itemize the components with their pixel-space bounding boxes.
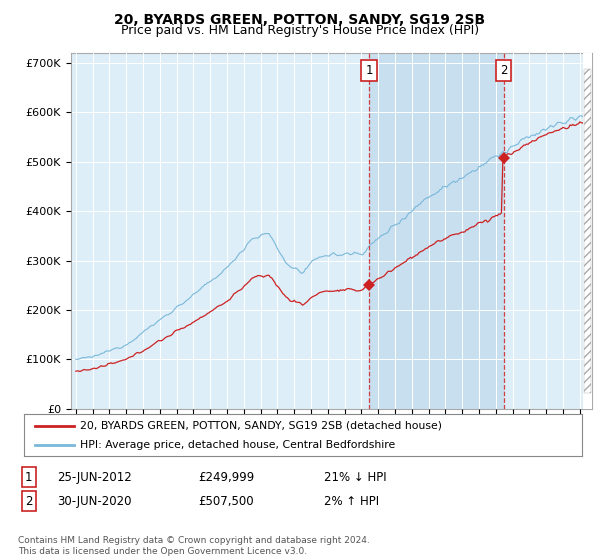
Text: 2: 2 <box>25 494 32 508</box>
Text: 30-JUN-2020: 30-JUN-2020 <box>57 494 131 508</box>
Text: 2% ↑ HPI: 2% ↑ HPI <box>324 494 379 508</box>
Text: 21% ↓ HPI: 21% ↓ HPI <box>324 470 386 484</box>
Text: 1: 1 <box>365 64 373 77</box>
Text: 20, BYARDS GREEN, POTTON, SANDY, SG19 2SB: 20, BYARDS GREEN, POTTON, SANDY, SG19 2S… <box>115 13 485 27</box>
Text: HPI: Average price, detached house, Central Bedfordshire: HPI: Average price, detached house, Cent… <box>80 440 395 450</box>
Text: Price paid vs. HM Land Registry's House Price Index (HPI): Price paid vs. HM Land Registry's House … <box>121 24 479 37</box>
Text: 1: 1 <box>25 470 32 484</box>
Text: 2: 2 <box>500 64 507 77</box>
Bar <box>369 53 503 409</box>
Text: Contains HM Land Registry data © Crown copyright and database right 2024.
This d: Contains HM Land Registry data © Crown c… <box>18 536 370 556</box>
Text: £249,999: £249,999 <box>198 470 254 484</box>
Text: 20, BYARDS GREEN, POTTON, SANDY, SG19 2SB (detached house): 20, BYARDS GREEN, POTTON, SANDY, SG19 2S… <box>80 421 442 431</box>
Text: 25-JUN-2012: 25-JUN-2012 <box>57 470 132 484</box>
Text: £507,500: £507,500 <box>198 494 254 508</box>
